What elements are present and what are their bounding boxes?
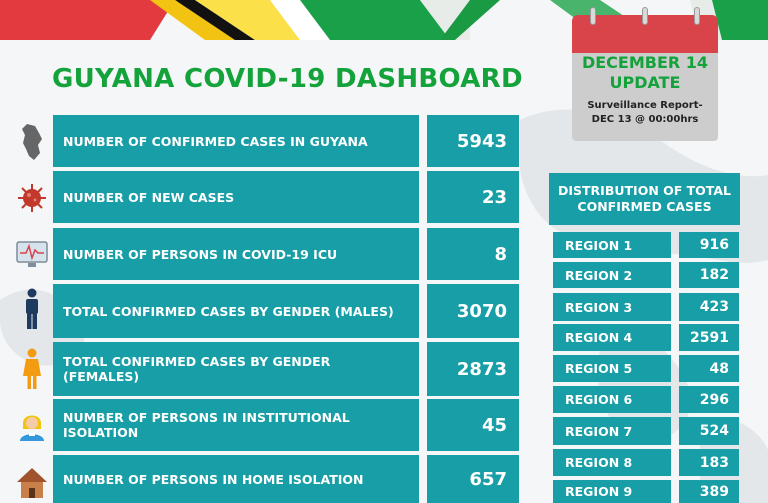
region-value: 48: [679, 355, 739, 382]
stat-value-icu: 8: [427, 228, 519, 280]
calendar-ring-icon: [642, 7, 648, 25]
stat-label-males: TOTAL CONFIRMED CASES BY GENDER (MALES): [53, 284, 419, 338]
stat-label-institutional-isolation: NUMBER OF PERSONS IN INSTITUTIONAL ISOLA…: [53, 399, 419, 451]
stat-value-females: 2873: [427, 342, 519, 396]
region-name: REGION 1: [553, 232, 671, 258]
stat-value-new-cases: 23: [427, 171, 519, 223]
surveillance-note-line2: DEC 13 @ 00:00hrs: [591, 114, 699, 125]
house-icon: [14, 462, 50, 502]
dashboard-title: GUYANA COVID-19 DASHBOARD: [52, 64, 523, 94]
guyana-map-icon: [14, 122, 50, 162]
region-name: REGION 9: [553, 480, 671, 503]
stat-label-home-isolation: NUMBER OF PERSONS IN HOME ISOLATION: [53, 455, 419, 503]
distribution-header: DISTRIBUTION OF TOTAL CONFIRMED CASES: [549, 173, 740, 225]
region-name: REGION 7: [553, 417, 671, 445]
heart-monitor-icon: [14, 235, 50, 275]
region-value: 296: [679, 386, 739, 413]
stat-label-confirmed: NUMBER OF CONFIRMED CASES IN GUYANA: [53, 115, 419, 167]
surveillance-note: Surveillance Report- DEC 13 @ 00:00hrs: [572, 99, 718, 127]
female-icon: [14, 348, 50, 389]
region-value: 183: [679, 449, 739, 476]
calendar-ring-icon: [590, 7, 596, 25]
region-value: 182: [679, 262, 739, 288]
region-name: REGION 2: [553, 262, 671, 288]
male-icon: [14, 288, 50, 329]
stat-value-home-isolation: 657: [427, 455, 519, 503]
stat-label-females: TOTAL CONFIRMED CASES BY GENDER (FEMALES…: [53, 342, 419, 396]
calendar-body: [572, 53, 718, 141]
surveillance-note-line1: Surveillance Report-: [587, 100, 703, 111]
region-name: REGION 3: [553, 293, 671, 321]
stat-value-institutional-isolation: 45: [427, 399, 519, 451]
stat-value-confirmed: 5943: [427, 115, 519, 167]
region-value: 524: [679, 417, 739, 445]
region-name: REGION 5: [553, 355, 671, 382]
calendar-date-text: DECEMBER 14: [581, 53, 709, 72]
region-name: REGION 6: [553, 386, 671, 413]
region-value: 916: [679, 232, 739, 258]
calendar-ring-icon: [694, 7, 700, 25]
region-name: REGION 8: [553, 449, 671, 476]
calendar-update-label: UPDATE: [609, 73, 681, 92]
stat-value-males: 3070: [427, 284, 519, 338]
region-value: 2591: [679, 324, 739, 351]
stat-label-icu: NUMBER OF PERSONS IN COVID-19 ICU: [53, 228, 419, 280]
health-worker-icon: [14, 405, 50, 445]
update-calendar: DECEMBER 14 UPDATE Surveillance Report- …: [572, 7, 718, 141]
stat-label-new-cases: NUMBER OF NEW CASES: [53, 171, 419, 223]
region-value: 423: [679, 293, 739, 321]
calendar-date: DECEMBER 14 UPDATE: [572, 53, 718, 93]
region-value: 389: [679, 480, 739, 503]
virus-icon: [14, 178, 50, 218]
region-name: REGION 4: [553, 324, 671, 351]
